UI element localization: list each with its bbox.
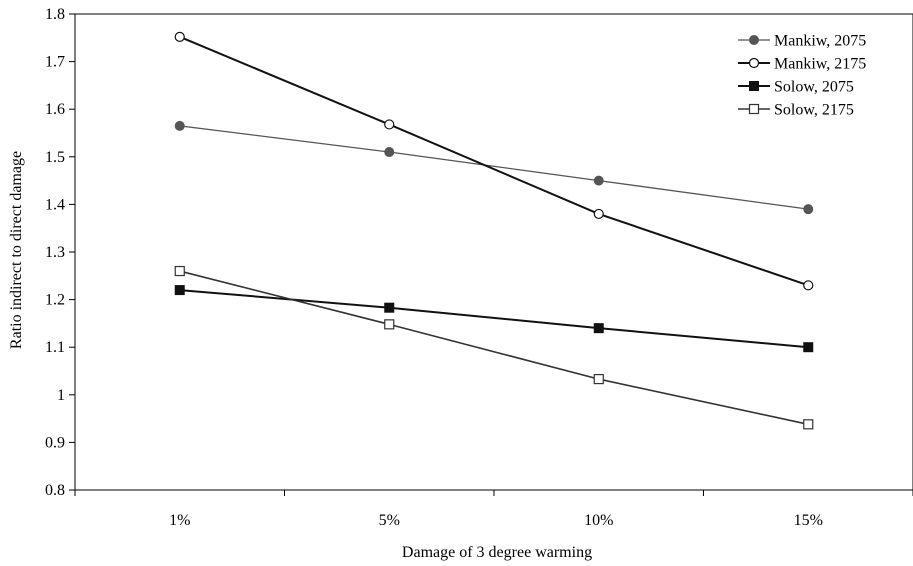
- x-axis-ticks: 1% 5% 10% 15%: [74, 490, 913, 529]
- y-tick-label: 0.9: [45, 434, 65, 451]
- legend-item: Solow, 2175: [738, 102, 854, 119]
- data-point: [384, 119, 395, 130]
- legend-label: Mankiw, 2175: [774, 56, 866, 73]
- y-tick-label: 1.1: [45, 339, 65, 356]
- data-point: [384, 302, 395, 313]
- y-tick-label: 1: [57, 387, 65, 404]
- legend-item: Mankiw, 2075: [738, 33, 866, 50]
- series-4: [174, 265, 814, 430]
- legend-item: Mankiw, 2175: [738, 56, 866, 73]
- data-point: [803, 204, 814, 215]
- series-line: [179, 289, 809, 349]
- series-line: [179, 35, 809, 287]
- x-tick-label: 1%: [169, 512, 190, 529]
- y-tick-label: 1.4: [45, 196, 65, 213]
- legend-marker: [749, 35, 759, 45]
- legend-label: Solow, 2075: [774, 79, 854, 96]
- x-axis-title: Damage of 3 degree warming: [402, 544, 592, 561]
- y-tick-label: 1.2: [45, 292, 65, 309]
- series-3: [174, 285, 814, 353]
- y-tick-label: 0.8: [45, 482, 65, 499]
- series-2: [174, 31, 814, 291]
- data-point: [593, 208, 604, 220]
- series-line: [179, 270, 809, 426]
- data-point: [803, 280, 814, 291]
- y-tick-label: 1.5: [45, 149, 65, 166]
- y-tick-label: 1.7: [45, 54, 65, 71]
- x-tick-label: 15%: [794, 512, 823, 529]
- series-line: [179, 125, 809, 210]
- legend-marker: [749, 81, 759, 91]
- data-point: [174, 120, 185, 131]
- data-point: [384, 147, 395, 158]
- data-point: [593, 323, 604, 334]
- legend: Mankiw, 2075 Mankiw, 2175 Solow, 2075 Solow…: [738, 33, 866, 119]
- y-axis-ticks: 0.8 0.9 1 1.1 1.2 1.3 1.4 1.5 1.6 1.7 1.8: [45, 6, 75, 499]
- series-layer: [174, 31, 814, 430]
- x-tick-label: 5%: [379, 512, 400, 529]
- data-point: [174, 285, 185, 296]
- y-tick-label: 1.6: [45, 101, 65, 118]
- data-point: [593, 373, 604, 385]
- legend-item: Solow, 2075: [738, 79, 854, 96]
- data-point: [803, 419, 814, 430]
- legend-label: Solow, 2175: [774, 102, 854, 119]
- x-tick-label: 10%: [584, 512, 613, 529]
- legend-marker: [748, 103, 760, 115]
- y-tick-label: 1.8: [45, 6, 65, 23]
- y-tick-label: 1.3: [45, 244, 65, 261]
- data-point: [174, 265, 185, 277]
- data-point: [384, 319, 395, 330]
- legend-label: Mankiw, 2075: [774, 33, 866, 50]
- data-point: [174, 31, 185, 42]
- series-1: [174, 120, 814, 215]
- data-point: [593, 175, 604, 186]
- legend-marker: [748, 57, 760, 69]
- data-point: [803, 342, 814, 353]
- y-axis-title: Ratio indirect to direct damage: [8, 151, 25, 349]
